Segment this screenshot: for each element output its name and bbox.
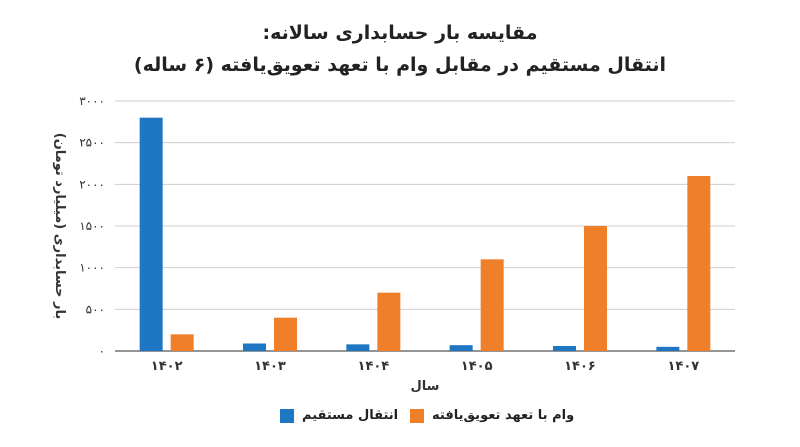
x-tick-label: ۱۴۰۳: [254, 359, 286, 374]
x-tick-label: ۱۴۰۵: [461, 359, 493, 374]
y-tick-label: ۳۰۰۰: [79, 94, 105, 108]
bar-direct-transfer: [449, 345, 473, 351]
y-axis-label: بار حسابداری (میلیارد تومان): [52, 133, 67, 320]
y-tick-label: ۱۵۰۰: [79, 219, 105, 233]
legend-item-direct: انتقال مستقیم: [280, 408, 398, 423]
x-axis-label: سال: [411, 379, 440, 394]
bar-deferred-loan: [480, 259, 504, 351]
x-tick-label: ۱۴۰۷: [667, 359, 699, 374]
x-tick-label: ۱۴۰۶: [564, 359, 596, 374]
bar-deferred-loan: [274, 317, 297, 351]
bar-direct-transfer: [346, 344, 370, 351]
legend-item-loan: وام با تعهد تعویق‌یافته: [410, 408, 574, 423]
x-tick-label: ۱۴۰۴: [357, 359, 389, 374]
bar-direct-transfer: [243, 343, 266, 351]
y-tick-label: ۰: [99, 344, 105, 358]
bar-deferred-loan: [377, 292, 401, 351]
y-tick-label: ۵۰۰: [86, 302, 105, 316]
y-tick-label: ۱۰۰۰: [79, 261, 105, 275]
bar-deferred-loan: [170, 334, 194, 351]
bar-direct-transfer: [139, 117, 163, 352]
bar-direct-transfer: [553, 346, 576, 351]
x-tick-label: ۱۴۰۲: [151, 359, 183, 374]
legend-label-loan: وام با تعهد تعویق‌یافته: [432, 408, 575, 423]
chart-title-line1: مقایسه بار حسابداری سالانه:: [262, 22, 538, 44]
y-tick-label: ۲۰۰۰: [79, 177, 105, 191]
chart-title-line2: انتقال مستقیم در مقابل وام با تعهد تعویق…: [133, 54, 667, 76]
y-tick-label: ۲۵۰۰: [79, 136, 105, 150]
legend-label-direct: انتقال مستقیم: [302, 408, 399, 423]
bar-deferred-loan: [584, 226, 607, 351]
legend-swatch-direct: [280, 408, 294, 423]
bar-direct-transfer: [656, 346, 680, 351]
legend-swatch-loan: [410, 408, 424, 423]
bar-deferred-loan: [687, 176, 711, 351]
